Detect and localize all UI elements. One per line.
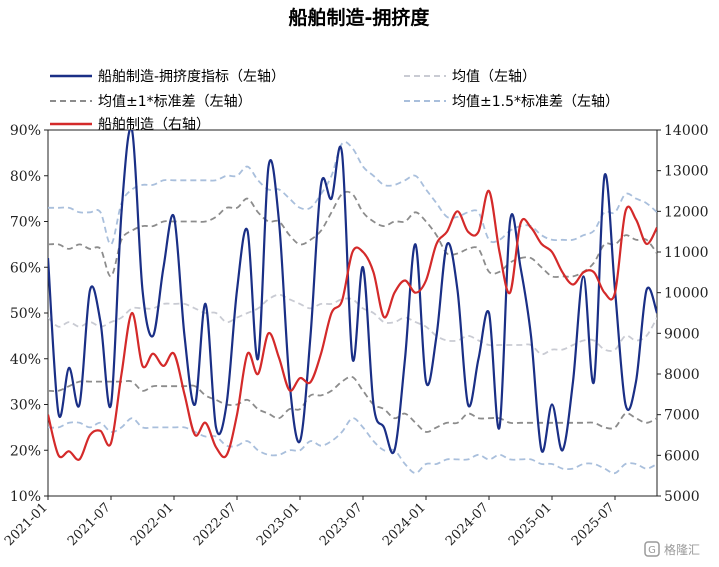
legend-label: 均值±1.5*标准差（左轴）	[452, 94, 619, 110]
series-4-line	[48, 189, 657, 461]
x-axis-tick-label: 2022-07	[191, 500, 240, 549]
chart-title: 船舶制造-拥挤度	[289, 6, 431, 29]
left-axis-tick-label: 50%	[10, 306, 41, 322]
x-axis-tick-label: 2023-01	[254, 500, 303, 549]
series-0-line	[48, 130, 657, 455]
series-3-upper-line	[48, 141, 657, 246]
legend: 船舶制造-拥挤度指标（左轴） 均值（左轴） 均值±1*标准差（左轴） 均值±1.5*标…	[50, 69, 619, 133]
series-3-lower-line	[48, 417, 657, 475]
x-axis-tick-label: 2022-01	[128, 500, 177, 549]
series-2-upper-line	[48, 190, 657, 278]
left-axis-tick-label: 30%	[10, 398, 41, 414]
left-axis-tick-label: 40%	[10, 352, 41, 368]
g-logo-icon	[644, 541, 660, 557]
left-axis-tick-label: 20%	[10, 443, 41, 459]
left-axis-tick-label: 70%	[10, 215, 41, 231]
left-axis-tick-label: 10%	[10, 489, 41, 505]
right-axis-tick-label: 10000	[664, 286, 709, 302]
left-axis-tick-label: 90%	[10, 123, 41, 139]
plot-area	[47, 129, 658, 475]
right-axis-tick-label: 9000	[664, 326, 700, 342]
g-logo-glyph: G	[648, 545, 656, 556]
watermark-text: 格隆汇	[664, 542, 700, 557]
x-axis-tick-label: 2021-01	[2, 500, 51, 549]
right-axis-tick-label: 13000	[664, 164, 709, 180]
legend-label: 均值±1*标准差（左轴）	[98, 94, 252, 110]
left-axis-tick-label: 60%	[10, 260, 41, 276]
legend-label: 船舶制造-拥挤度指标（左轴）	[98, 69, 285, 85]
right-axis-tick-label: 6000	[664, 448, 700, 464]
legend-label: 均值（左轴）	[452, 69, 536, 85]
x-axis-tick-label: 2021-07	[65, 500, 114, 549]
watermark: G 格隆汇	[644, 541, 700, 557]
x-axis-tick-label: 2024-07	[443, 500, 492, 549]
x-axis-tick-label: 2024-01	[380, 500, 429, 549]
x-axis-tick-label: 2025-07	[569, 500, 618, 549]
legend-label: 船舶制造（右轴）	[98, 117, 210, 133]
series-1-line	[48, 293, 657, 356]
right-axis-tick-label: 8000	[664, 367, 700, 383]
right-axis-tick-label: 11000	[664, 245, 709, 261]
right-axis-tick-label: 12000	[664, 204, 709, 220]
right-axis-tick-label: 14000	[664, 123, 709, 139]
left-axis-tick-label: 80%	[10, 169, 41, 185]
right-axis-tick-label: 5000	[664, 489, 700, 505]
right-axis-tick-label: 7000	[664, 408, 700, 424]
x-axis-tick-label: 2025-01	[506, 500, 555, 549]
x-axis-tick-label: 2023-07	[317, 500, 366, 549]
